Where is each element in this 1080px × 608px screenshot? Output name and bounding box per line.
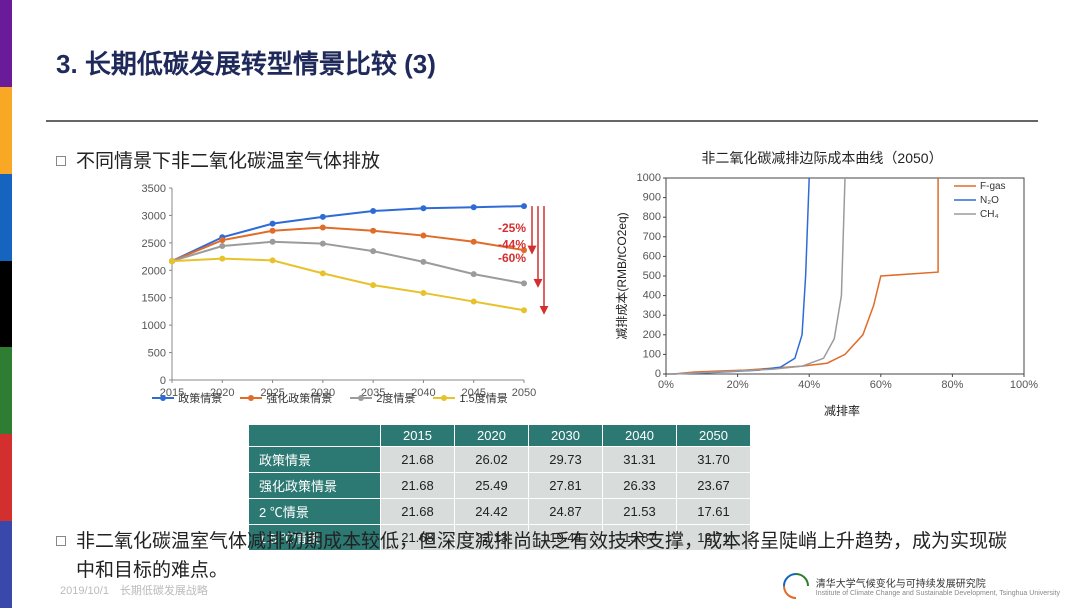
svg-text:3000: 3000 [142, 210, 166, 222]
svg-text:-60%: -60% [498, 251, 526, 265]
table-cell: 17.61 [677, 499, 751, 525]
table-cell: 21.68 [381, 499, 455, 525]
mac-curve-chart: 非二氧化碳减排边际成本曲线（2050） 01002003004005006007… [612, 148, 1032, 419]
row-header: 2 ℃情景 [249, 499, 381, 525]
svg-text:2000: 2000 [142, 265, 166, 277]
title-divider [46, 120, 1038, 122]
svg-text:400: 400 [643, 290, 661, 302]
svg-text:-44%: -44% [498, 238, 526, 252]
bullet-icon [56, 536, 66, 546]
svg-text:1000: 1000 [637, 172, 661, 184]
legend-item: 1.5度情景 [433, 390, 507, 406]
table-cell: 21.53 [603, 499, 677, 525]
svg-text:80%: 80% [941, 379, 963, 391]
svg-text:200: 200 [643, 329, 661, 341]
legend-item: 政策情景 [152, 390, 222, 406]
col-header: 2030 [529, 425, 603, 447]
footer-date: 2019/10/1 长期低碳发展战略 [60, 582, 208, 598]
table-cell: 31.70 [677, 447, 751, 473]
svg-text:1500: 1500 [142, 293, 166, 305]
slide: 3. 长期低碳发展转型情景比较 (3) 不同情景下非二氧化碳温室气体排放 0 50… [0, 0, 1080, 608]
svg-text:800: 800 [643, 211, 661, 223]
svg-text:100%: 100% [1010, 379, 1038, 391]
col-header: 2020 [455, 425, 529, 447]
svg-text:0%: 0% [658, 379, 674, 391]
table-cell: 23.67 [677, 473, 751, 499]
col-header: 2015 [381, 425, 455, 447]
table-cell: 31.31 [603, 447, 677, 473]
svg-text:700: 700 [643, 231, 661, 243]
chart1-legend: 政策情景 强化政策情景 2度情景 1.5度情景 [126, 390, 534, 406]
table-cell: 24.42 [455, 499, 529, 525]
row-header: 强化政策情景 [249, 473, 381, 499]
svg-text:0: 0 [160, 375, 166, 387]
bullet-icon [56, 156, 66, 166]
svg-text:100: 100 [643, 348, 661, 360]
svg-text:CH₄: CH₄ [980, 209, 999, 220]
table-cell: 21.68 [381, 447, 455, 473]
bullet-1-text: 不同情景下非二氧化碳温室气体排放 [76, 148, 380, 177]
bullet-1: 不同情景下非二氧化碳温室气体排放 [56, 148, 516, 177]
svg-text:1000: 1000 [142, 320, 166, 332]
svg-text:F-gas: F-gas [980, 181, 1006, 192]
col-header: 2040 [603, 425, 677, 447]
table-cell: 29.73 [529, 447, 603, 473]
emissions-line-chart: 0500100015002000250030003500201520202025… [126, 182, 534, 414]
footer-org-cn: 清华大学气候变化与可持续发展研究院 [816, 575, 1060, 590]
col-header: 2050 [677, 425, 751, 447]
footer-logo: 清华大学气候变化与可持续发展研究院 Institute of Climate C… [782, 572, 1060, 600]
footer-org-en: Institute of Climate Change and Sustaina… [816, 590, 1060, 597]
legend-item: 强化政策情景 [240, 390, 332, 406]
svg-text:2500: 2500 [142, 238, 166, 250]
svg-text:300: 300 [643, 309, 661, 321]
table-cell: 26.02 [455, 447, 529, 473]
table-cell: 25.49 [455, 473, 529, 499]
table-cell: 21.68 [381, 473, 455, 499]
svg-text:500: 500 [148, 348, 166, 360]
svg-text:减排成本(RMB/tCO2eq): 减排成本(RMB/tCO2eq) [615, 212, 629, 339]
svg-text:900: 900 [643, 192, 661, 204]
chart2-xlabel: 减排率 [652, 402, 1032, 419]
svg-text:-25%: -25% [498, 221, 526, 235]
svg-text:20%: 20% [727, 379, 749, 391]
globe-icon [782, 572, 810, 600]
svg-text:N₂O: N₂O [980, 195, 999, 206]
slide-title: 3. 长期低碳发展转型情景比较 (3) [56, 44, 436, 81]
svg-text:40%: 40% [798, 379, 820, 391]
svg-text:600: 600 [643, 250, 661, 262]
table-cell: 27.81 [529, 473, 603, 499]
row-header: 政策情景 [249, 447, 381, 473]
decorative-stripe [0, 0, 12, 608]
svg-text:60%: 60% [870, 379, 892, 391]
svg-text:500: 500 [643, 270, 661, 282]
chart2-title: 非二氧化碳减排边际成本曲线（2050） [612, 148, 1032, 168]
svg-text:3500: 3500 [142, 183, 166, 195]
legend-item: 2度情景 [350, 390, 415, 406]
table-cell: 26.33 [603, 473, 677, 499]
table-cell: 24.87 [529, 499, 603, 525]
